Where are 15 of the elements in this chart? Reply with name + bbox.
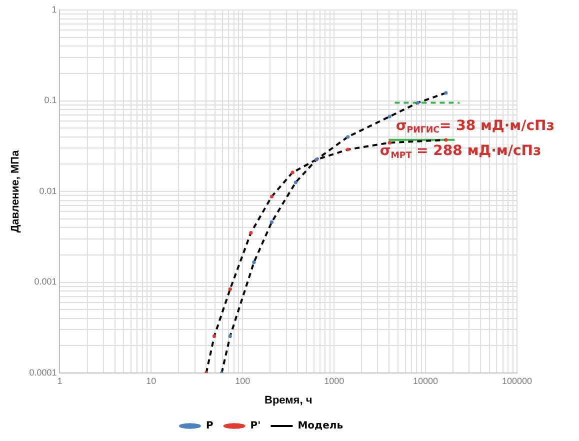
- y-tick-label: 0.01: [39, 186, 57, 196]
- legend-label: P: [206, 420, 214, 432]
- x-tick-label: 10000: [413, 376, 438, 386]
- y-tick-label: 1: [52, 4, 57, 14]
- legend-label: Модель: [298, 420, 344, 432]
- y-tick-label: 0.1: [44, 95, 57, 106]
- x-tick-label: 1000: [324, 376, 344, 386]
- y-tick-label: 0.001: [34, 276, 57, 287]
- y-tick-label: 0.0001: [29, 367, 57, 378]
- y-axis-title: Давление, МПа: [10, 149, 22, 233]
- x-axis-title: Время, ч: [264, 394, 312, 406]
- x-tick-label: 100000: [502, 376, 532, 386]
- x-tick-label: 10: [146, 376, 156, 386]
- legend-label: P': [250, 420, 261, 432]
- x-tick-label: 100: [235, 376, 250, 386]
